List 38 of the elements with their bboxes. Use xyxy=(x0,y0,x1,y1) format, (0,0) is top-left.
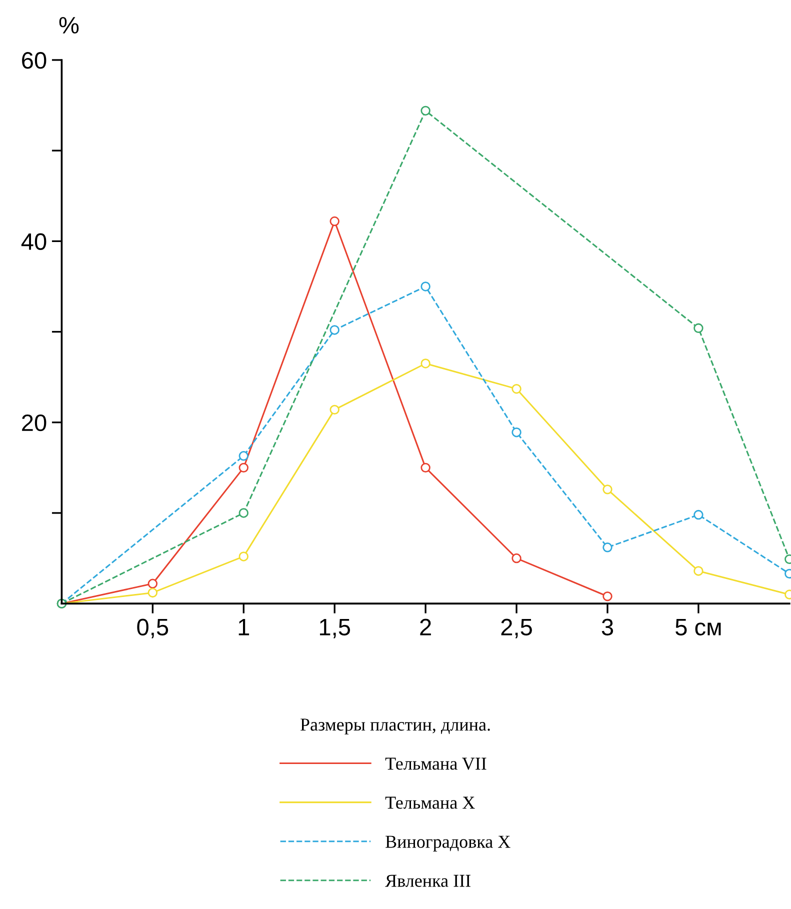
legend-label: Явленка III xyxy=(385,874,470,887)
point xyxy=(694,510,704,520)
point xyxy=(420,282,430,292)
x-tick-label: 1,5 xyxy=(320,619,350,638)
point xyxy=(512,427,522,438)
y-tick-label: 40 xyxy=(21,233,46,250)
x-tick-label: 0,5 xyxy=(137,618,168,638)
point xyxy=(238,552,248,562)
point xyxy=(148,588,158,598)
x-tick-label: 5 см xyxy=(676,619,721,636)
point xyxy=(420,358,430,368)
point xyxy=(238,451,248,461)
point xyxy=(148,578,158,589)
point xyxy=(420,462,430,473)
point xyxy=(238,508,248,518)
legend-label: Тельмана X xyxy=(385,796,475,809)
y-axis-title: % xyxy=(59,16,79,34)
point xyxy=(694,323,704,334)
legend-label: Тельмана VII xyxy=(385,758,486,770)
point xyxy=(602,484,612,494)
x-tick-label: 3 xyxy=(602,618,614,636)
point xyxy=(602,591,612,602)
legend-title: Размеры пластин, длина. xyxy=(300,718,490,734)
point xyxy=(420,106,430,116)
point xyxy=(330,216,340,226)
point xyxy=(330,325,340,335)
point xyxy=(238,462,248,473)
legend-label: Виноградовка X xyxy=(386,836,510,852)
x-tick-label: 2,5 xyxy=(501,618,532,638)
point xyxy=(512,553,522,564)
point xyxy=(602,542,612,552)
y-tick-label: 20 xyxy=(22,414,46,432)
y-tick-label: 60 xyxy=(22,52,46,69)
x-tick-label: 1 xyxy=(238,619,250,636)
point xyxy=(512,384,522,394)
x-tick-label: 2 xyxy=(420,618,431,636)
point xyxy=(330,404,340,415)
point xyxy=(694,566,704,576)
